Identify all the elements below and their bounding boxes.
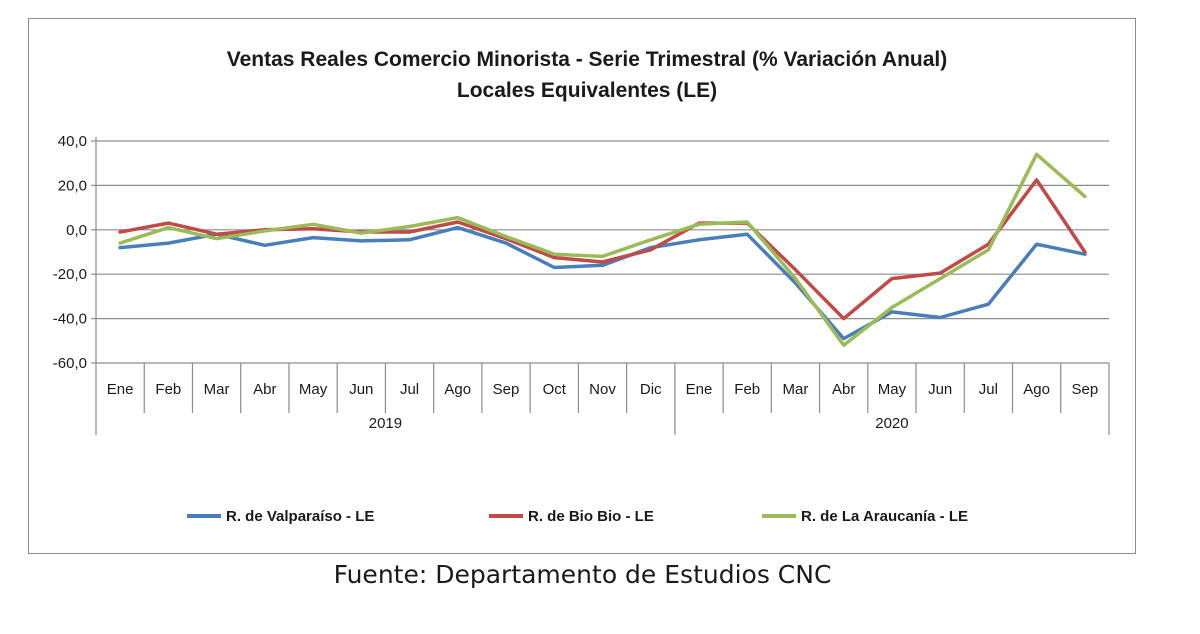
series-line [118, 152, 1087, 347]
series-layer [118, 152, 1087, 347]
y-tick-label: -40,0 [53, 311, 87, 328]
x-tick-label: May [299, 381, 328, 398]
group-label: 2019 [369, 415, 402, 432]
x-tick-label: May [878, 381, 907, 398]
x-tick-label: Ene [107, 381, 134, 398]
x-tick-label: Feb [155, 381, 181, 398]
chart-title: Ventas Reales Comercio Minorista - Serie… [227, 48, 947, 71]
x-tick-label: Ago [444, 381, 471, 398]
x-tick-label: Ene [686, 381, 713, 398]
group-label: 2020 [875, 415, 908, 432]
x-tick-label: Mar [204, 381, 230, 398]
x-tick-label: Feb [734, 381, 760, 398]
y-tick-label: 40,0 [58, 133, 87, 150]
x-tick-label: Jun [928, 381, 952, 398]
y-tick-label: 0,0 [66, 222, 87, 239]
legend-label: R. de Bio Bio - LE [528, 508, 654, 525]
x-tick-label: Sep [493, 381, 520, 398]
series-line [118, 178, 1087, 321]
x-tick-label: Jul [979, 381, 998, 398]
chart-svg: Ventas Reales Comercio Minorista - Serie… [53, 48, 1110, 525]
y-tick-label: -20,0 [53, 266, 87, 283]
x-tick-label: Jul [400, 381, 419, 398]
series-line [118, 225, 1087, 341]
x-tick-label: Jun [349, 381, 373, 398]
x-tick-label: Nov [589, 381, 616, 398]
chart-frame: Ventas Reales Comercio Minorista - Serie… [28, 18, 1136, 554]
legend-label: R. de Valparaíso - LE [226, 508, 374, 525]
x-tick-label: Sep [1072, 381, 1099, 398]
y-tick-label: -60,0 [53, 355, 87, 372]
x-tick-label: Mar [783, 381, 809, 398]
axis-layer: 40,0 20,0 0,0 -20,0 -40,0 -60,0 Ene Feb Mar Abr Ma… [53, 133, 1110, 435]
grid-layer [96, 140, 1109, 364]
x-tick-label: Abr [253, 381, 276, 398]
chart-subtitle: Locales Equivalentes (LE) [457, 79, 717, 102]
x-tick-label: Oct [543, 381, 567, 398]
x-tick-label: Ago [1023, 381, 1050, 398]
y-tick-label: 20,0 [58, 177, 87, 194]
x-tick-label: Abr [832, 381, 855, 398]
x-tick-label: Dic [640, 381, 662, 398]
legend: R. de Valparaíso - LE R. de Bio Bio - LE R… [187, 508, 968, 525]
source-note: Fuente: Departamento de Estudios CNC [333, 560, 832, 589]
legend-label: R. de La Araucanía - LE [801, 508, 968, 525]
